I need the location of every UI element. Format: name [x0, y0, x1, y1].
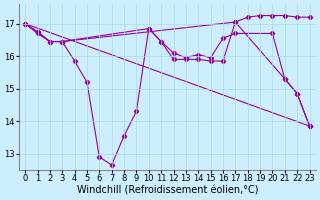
X-axis label: Windchill (Refroidissement éolien,°C): Windchill (Refroidissement éolien,°C): [76, 186, 258, 196]
